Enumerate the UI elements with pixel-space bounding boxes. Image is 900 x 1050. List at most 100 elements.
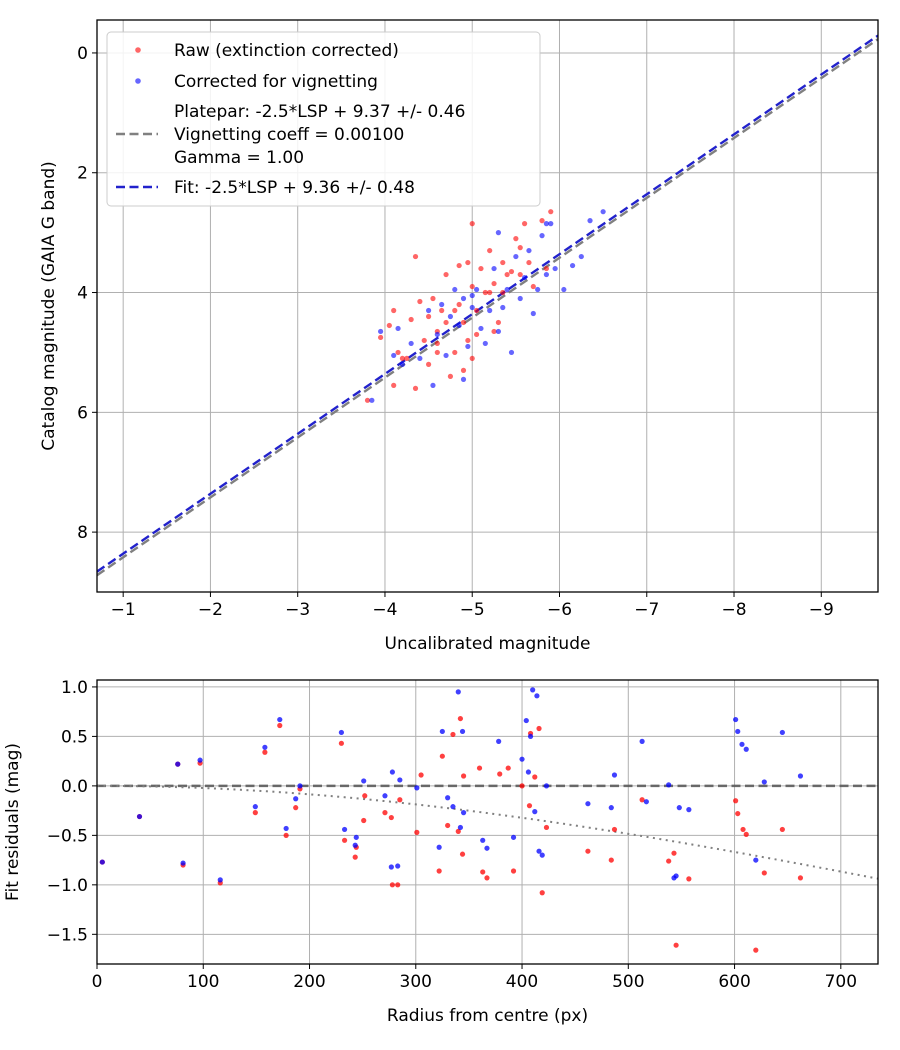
y-tick-label: 2 <box>77 164 88 184</box>
corrected-point <box>733 716 739 723</box>
corrected-point <box>439 728 445 735</box>
corrected-point <box>495 328 502 335</box>
raw-point <box>673 942 679 948</box>
corrected-point <box>761 779 767 785</box>
raw-point <box>456 301 462 308</box>
raw-point <box>539 890 545 896</box>
y-tick-label: 1.0 <box>61 678 88 698</box>
corrected-point <box>527 733 534 740</box>
legend-raw-marker <box>135 47 141 53</box>
corrected-point <box>460 376 467 382</box>
raw-point <box>478 265 484 272</box>
raw-point <box>456 262 462 269</box>
raw-point <box>548 209 554 215</box>
corrected-point <box>297 783 303 789</box>
corrected-point <box>469 304 475 311</box>
axes-frame <box>96 19 879 593</box>
raw-point <box>543 824 550 831</box>
corrected-point <box>455 689 461 695</box>
corrected-point <box>561 286 567 293</box>
raw-point <box>671 850 677 856</box>
corrected-point <box>797 773 804 779</box>
raw-point <box>382 809 388 816</box>
corrected-point <box>473 286 480 293</box>
corrected-point <box>523 717 529 724</box>
corrected-point <box>676 805 682 811</box>
corrected-point <box>536 848 542 854</box>
corrected-point <box>465 343 471 350</box>
raw-point <box>480 869 486 875</box>
raw-point <box>487 289 493 296</box>
vignetting-curve <box>97 784 878 880</box>
corrected-point <box>430 382 436 388</box>
raw-point <box>473 331 480 338</box>
fit-line <box>97 34 878 573</box>
raw-point <box>666 858 672 864</box>
raw-point <box>352 854 358 860</box>
plot-area <box>97 34 878 577</box>
corrected-point <box>739 741 745 747</box>
x-tick-label: −6 <box>547 600 572 620</box>
raw-point <box>608 857 614 863</box>
x-tick-label: 200 <box>293 972 325 992</box>
corrected-point <box>452 286 458 293</box>
corrected-point <box>482 340 488 347</box>
raw-point <box>361 817 367 824</box>
raw-point <box>530 283 536 290</box>
corrected-point <box>526 247 532 254</box>
raw-point <box>484 875 490 881</box>
raw-point <box>526 259 532 266</box>
raw-point <box>460 367 467 373</box>
corrected-point <box>587 218 593 224</box>
raw-point <box>399 355 406 362</box>
x-axis-label: Radius from centre (px) <box>387 1006 588 1026</box>
corrected-point <box>608 805 614 811</box>
corrected-point <box>391 352 397 359</box>
raw-point <box>443 271 449 278</box>
corrected-point <box>673 873 679 879</box>
corrected-point <box>450 804 456 810</box>
corrected-point <box>277 716 283 723</box>
corrected-point <box>399 361 406 367</box>
raw-point <box>536 725 542 732</box>
corrected-point <box>361 778 367 784</box>
corrected-point <box>535 286 541 293</box>
raw-point <box>508 268 515 275</box>
x-tick-label: 300 <box>400 972 432 992</box>
corrected-point <box>389 769 395 775</box>
plot-area <box>97 687 878 953</box>
raw-point <box>469 355 475 362</box>
legend-fit-label: Fit: -2.5*LSP + 9.36 +/- 0.48 <box>174 178 415 198</box>
corrected-point <box>397 777 403 783</box>
corrected-point <box>447 313 454 320</box>
raw-point <box>378 334 384 341</box>
legend-corrected-marker <box>135 78 141 84</box>
corrected-point <box>262 744 268 750</box>
raw-point <box>457 715 464 722</box>
raw-point <box>452 349 458 356</box>
raw-point <box>412 385 419 391</box>
corrected-point <box>543 783 550 789</box>
corrected-point <box>369 397 375 403</box>
raw-point <box>779 826 785 833</box>
raw-point <box>526 803 533 809</box>
y-tick-label: 6 <box>77 403 88 423</box>
corrected-point <box>443 352 449 359</box>
raw-point <box>421 337 427 344</box>
corrected-point <box>532 809 538 815</box>
corrected-point <box>496 738 502 744</box>
corrected-point <box>480 837 486 843</box>
corrected-point <box>500 304 506 311</box>
x-tick-label: −3 <box>285 600 310 620</box>
corrected-point <box>283 825 289 832</box>
corrected-point <box>388 864 394 870</box>
raw-point <box>341 837 348 843</box>
corrected-point <box>686 807 692 813</box>
corrected-point <box>639 738 645 744</box>
raw-point <box>761 870 767 876</box>
magnitude-calibration-plot: −1 −2 −3 −4 −5 −6 −7 −8 −9 0 2 4 6 8 Uncalibrated magn… <box>39 19 879 654</box>
axes-frame <box>96 679 879 965</box>
corrected-point <box>99 859 105 865</box>
raw-point <box>418 772 424 778</box>
